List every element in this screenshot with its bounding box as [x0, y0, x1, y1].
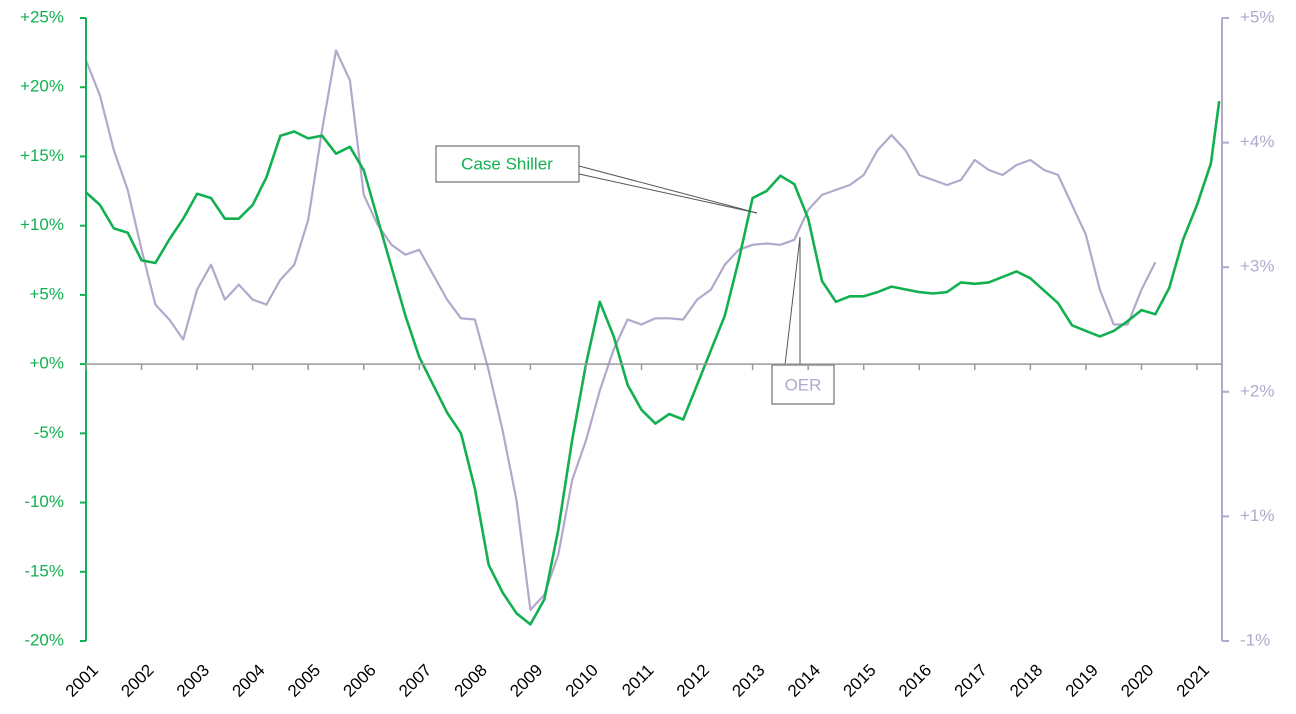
data-line: [85, 100, 1221, 626]
x-tick-label: 2007: [395, 661, 435, 701]
x-tick-label: 2020: [1117, 661, 1157, 701]
annotation-text: Case Shiller: [461, 154, 553, 173]
y2-tick-label: +3%: [1240, 257, 1275, 276]
x-tick-label: 2012: [673, 661, 713, 701]
leader-line: [784, 236, 801, 366]
y2-tick-label: +1%: [1240, 506, 1275, 525]
annotation-oer: OER: [771, 236, 835, 405]
x-tick-label: 2005: [284, 661, 324, 701]
y-tick-label: +10%: [20, 215, 64, 234]
x-tick-label: 2018: [1006, 661, 1046, 701]
x-tick-label: 2019: [1062, 661, 1102, 701]
annotation-case-shiller: Case Shiller: [435, 145, 758, 214]
x-tick-label: 2001: [62, 661, 102, 701]
x-tick-label: 2011: [618, 661, 657, 700]
x-tick-label: 2004: [228, 661, 268, 701]
y-tick-label: +15%: [20, 146, 64, 165]
data-line: [84, 49, 1157, 611]
y-tick-label: +25%: [20, 7, 64, 26]
annotation-text: OER: [785, 375, 822, 394]
y-tick-label: +0%: [30, 354, 65, 373]
y-tick-label: +5%: [30, 284, 65, 303]
leader-line: [578, 173, 758, 214]
x-tick-label: 2014: [784, 661, 824, 701]
x-tick-label: 2010: [562, 661, 602, 701]
annotation-box: [435, 145, 580, 183]
y2-tick-label: +4%: [1240, 132, 1275, 151]
y2-tick-label: +2%: [1240, 381, 1275, 400]
y-tick-label: -5%: [34, 423, 64, 442]
y2-tick-label: -1%: [1240, 630, 1270, 649]
x-tick-label: 2013: [728, 661, 768, 701]
y-tick-label: +20%: [20, 77, 64, 96]
annotation-box: [771, 364, 835, 405]
y-tick-label: -20%: [24, 630, 64, 649]
x-tick-label: 2015: [840, 661, 880, 701]
x-tick-label: 2006: [340, 661, 380, 701]
x-tick-label: 2021: [1173, 661, 1213, 701]
y-tick-label: -15%: [24, 561, 64, 580]
x-tick-label: 2008: [451, 661, 491, 701]
x-tick-label: 2002: [117, 661, 157, 701]
y-tick-label: -10%: [24, 492, 64, 511]
x-tick-label: 2003: [173, 661, 213, 701]
x-tick-label: 2009: [506, 661, 546, 701]
y2-tick-label: +5%: [1240, 7, 1275, 26]
x-tick-label: 2017: [951, 661, 991, 701]
leader-line: [578, 165, 758, 214]
x-tick-label: 2016: [895, 661, 935, 701]
